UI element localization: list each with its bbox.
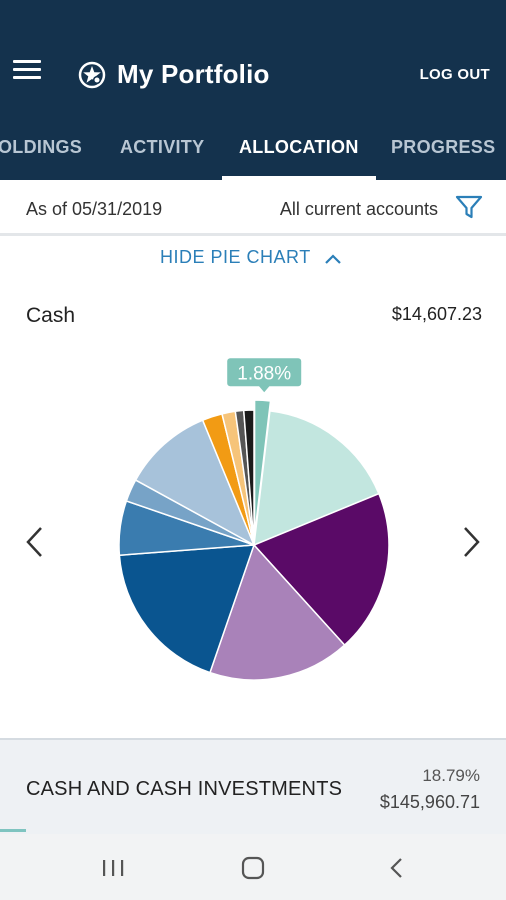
tab-allocation[interactable]: ALLOCATION xyxy=(239,137,359,157)
system-nav-bar xyxy=(0,834,506,900)
tab-activity[interactable]: ACTIVITY xyxy=(120,137,205,157)
selected-slice-percent: 1.88% xyxy=(237,363,291,384)
selected-segment-value: $14,607.23 xyxy=(391,304,482,324)
home-icon[interactable] xyxy=(238,854,268,882)
summary-accent-bar xyxy=(0,829,26,832)
logo-icon xyxy=(78,61,106,89)
logout-button[interactable]: LOG OUT xyxy=(419,66,490,83)
pie-chart-area: 1.88% xyxy=(0,340,506,700)
active-tab-indicator xyxy=(222,176,376,180)
recent-apps-icon[interactable] xyxy=(98,854,128,882)
selected-segment-name: Cash xyxy=(26,304,76,327)
allocation-summary-row[interactable]: CASH AND CASH INVESTMENTS 18.79% $145,96… xyxy=(0,738,506,834)
pie-slice[interactable] xyxy=(253,410,380,547)
previous-segment-arrow-icon[interactable] xyxy=(22,522,48,562)
pie-slice[interactable] xyxy=(242,409,255,546)
tab-bar: OLDINGS ACTIVITY ALLOCATION PROGRESS xyxy=(0,118,506,180)
page-title: My Portfolio xyxy=(117,59,270,89)
pie-slice[interactable] xyxy=(134,419,256,547)
allocation-pie-chart[interactable]: 1.88% xyxy=(0,340,506,700)
app-header: My Portfolio LOG OUT OLDINGS ACTIVITY AL… xyxy=(0,0,506,180)
filter-bar: As of 05/31/2019 All current accounts xyxy=(0,180,506,236)
tab-holdings[interactable]: OLDINGS xyxy=(0,137,83,157)
pie-slice[interactable] xyxy=(208,543,346,681)
selected-slice-callout: 1.88% xyxy=(227,358,302,393)
filter-icon[interactable] xyxy=(454,192,484,222)
pie-slice[interactable] xyxy=(252,492,390,647)
top-bar: My Portfolio LOG OUT xyxy=(0,40,506,110)
back-icon[interactable] xyxy=(382,854,412,882)
accounts-filter-label[interactable]: All current accounts xyxy=(279,199,438,219)
tab-progress[interactable]: PROGRESS xyxy=(391,137,496,157)
hide-pie-chart-button[interactable]: HIDE PIE CHART xyxy=(160,247,311,267)
asset-class-label: CASH AND CASH INVESTMENTS xyxy=(26,778,343,800)
as-of-date: As of 05/31/2019 xyxy=(26,199,163,219)
chevron-up-icon[interactable] xyxy=(322,248,344,270)
hamburger-menu-icon[interactable] xyxy=(13,60,41,82)
next-segment-arrow-icon[interactable] xyxy=(458,522,484,562)
pie-slice[interactable] xyxy=(118,544,256,674)
asset-class-amount: $145,960.71 xyxy=(379,792,480,812)
asset-class-percent: 18.79% xyxy=(422,766,480,785)
